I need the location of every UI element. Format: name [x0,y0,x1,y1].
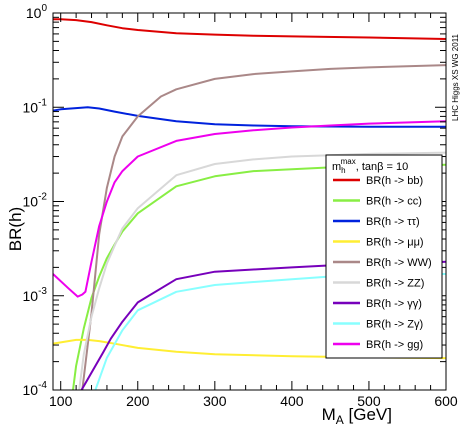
x-tick-label: 200 [126,393,150,409]
y-tick-label: 10-3 [23,286,48,304]
legend-label: BR(h -> γγ) [366,298,422,310]
legend-item: BR(h -> ZZ) [333,278,424,290]
legend-label: BR(h -> ZZ) [366,278,424,290]
watermark: LHC Higgs XS WG 2011 [451,33,460,121]
legend-item: BR(h -> ττ) [333,216,420,228]
legend-title-subscript: h [341,166,345,175]
series-line-3 [53,338,446,360]
legend-label: BR(h -> gg) [366,339,423,351]
legend-label: BR(h -> WW) [366,257,432,269]
x-tick-label: 400 [280,393,304,409]
series-line-5 [78,151,446,390]
legend-title: mhmax, tanβ = 10 [332,157,408,175]
legend-item: BR(h -> μμ) [333,237,424,249]
series-line-0 [53,18,446,40]
y-tick-label: 100 [26,3,48,21]
y-axis-label: BR(h) [6,207,25,251]
legend-label: BR(h -> bb) [366,175,423,187]
y-tick-label: 10-4 [23,380,48,398]
legend-item: BR(h -> bb) [333,175,423,187]
y-tick-label: 10-2 [23,192,48,210]
legend-title-main: m [332,161,341,173]
legend-item: BR(h -> γγ) [333,298,422,310]
legend-item: BR(h -> WW) [333,257,432,269]
legend-title-rest: , tanβ = 10 [356,161,409,173]
legend-label: BR(h -> μμ) [366,237,424,249]
x-tick-label: 100 [49,393,73,409]
series-line-1 [72,163,446,390]
legend-item: BR(h -> gg) [333,339,423,351]
legend-label: BR(h -> Zγ) [366,319,423,331]
x-axis-label-unit: [GeV] [344,405,392,424]
legend-title-superscript: max [341,157,356,166]
legend-items: BR(h -> bb) BR(h -> cc) BR(h -> ττ) BR(h ->… [333,175,432,351]
x-axis-label-subscript: A [336,413,344,427]
series-line-8 [53,120,446,298]
x-tick-label: 500 [357,393,381,409]
legend-label: BR(h -> cc) [366,196,422,208]
legend-item: BR(h -> cc) [333,196,422,208]
x-axis-label-main: M [322,405,336,424]
x-tick-label: 300 [203,393,227,409]
legend-label: BR(h -> ττ) [366,216,420,228]
legend-item: BR(h -> Zγ) [333,319,423,331]
x-axis-label: MA [GeV] [322,405,392,427]
tick-labels-layer: 100 200 300 400 500 600 10-4 10-3 10-2 10-1 100 [23,3,458,409]
legend: mhmax, tanβ = 10 BR(h -> bb)BR(h -> cc)B… [325,154,443,359]
y-tick-label: 10-1 [23,97,48,115]
x-tick-label: 600 [434,393,458,409]
